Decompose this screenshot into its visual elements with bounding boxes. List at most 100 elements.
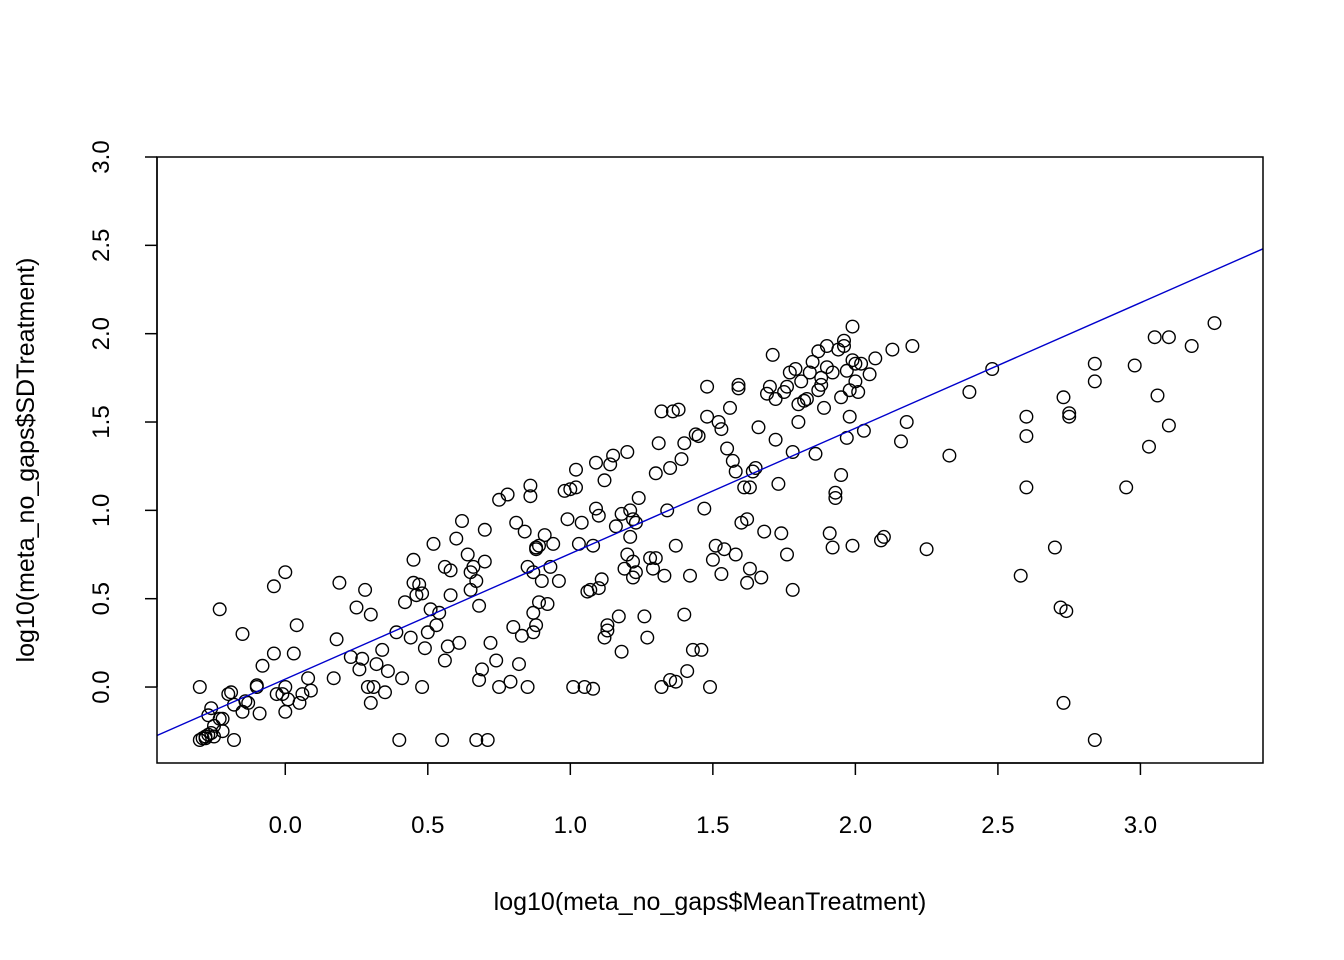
data-point (654, 680, 669, 695)
x-axis-title: log10(meta_no_gaps$MeanTreatment) (494, 888, 927, 916)
data-point (1059, 604, 1074, 619)
data-point (472, 598, 487, 613)
data-point (569, 462, 584, 477)
data-point (489, 653, 504, 668)
data-point (509, 515, 524, 530)
data-point (574, 515, 589, 530)
data-point (517, 524, 532, 539)
data-point (668, 674, 683, 689)
data-point (192, 680, 207, 695)
data-point (839, 363, 854, 378)
data-point (1056, 695, 1071, 710)
data-point (472, 673, 487, 688)
data-point (589, 501, 604, 516)
data-point (677, 436, 692, 451)
data-point (326, 671, 341, 686)
data-point (241, 695, 256, 710)
data-point (449, 531, 464, 546)
data-point (1161, 418, 1176, 433)
data-point (731, 377, 746, 392)
data-point (1161, 330, 1176, 345)
x-tick-label: 2.5 (981, 812, 1014, 839)
data-point (842, 409, 857, 424)
data-point (899, 415, 914, 430)
data-point (235, 627, 250, 642)
data-point (885, 342, 900, 357)
data-point (905, 339, 920, 354)
data-point (278, 565, 293, 580)
data-point (788, 362, 803, 377)
data-point (834, 468, 849, 483)
data-point (742, 480, 757, 495)
y-tick-label: 1.5 (88, 405, 115, 438)
data-point (500, 487, 515, 502)
data-point (854, 356, 869, 371)
data-point (825, 365, 840, 380)
x-tick-label: 0.5 (411, 812, 444, 839)
data-point (435, 733, 450, 748)
data-point (685, 642, 700, 657)
data-point (398, 595, 413, 610)
data-point (623, 503, 638, 518)
data-point (577, 680, 592, 695)
data-point (566, 680, 581, 695)
data-point (352, 662, 367, 677)
data-point (426, 536, 441, 551)
data-point (1119, 480, 1134, 495)
data-point (648, 466, 663, 481)
data-point (1013, 568, 1028, 583)
data-point (814, 370, 829, 385)
data-point (212, 602, 227, 617)
data-point (523, 489, 538, 504)
x-tick-label: 1.5 (696, 812, 729, 839)
data-point (512, 657, 527, 672)
data-point (631, 491, 646, 506)
data-point (851, 385, 866, 400)
data-point (597, 473, 612, 488)
data-point (660, 503, 675, 518)
data-point (805, 354, 820, 369)
data-point (834, 390, 849, 405)
data-point (546, 536, 561, 551)
data-point (1184, 339, 1199, 354)
data-point (862, 367, 877, 382)
data-point (412, 577, 427, 592)
data-point (737, 480, 752, 495)
data-point (848, 356, 863, 371)
data-point (1019, 480, 1034, 495)
data-point (1147, 330, 1162, 345)
data-point (378, 685, 393, 700)
data-point (742, 561, 757, 576)
data-point (226, 733, 241, 748)
data-point (534, 574, 549, 589)
x-tick-label: 0.0 (269, 812, 302, 839)
data-point (828, 491, 843, 506)
data-point (797, 393, 812, 408)
data-point (392, 733, 407, 748)
y-tick-label: 0.0 (88, 670, 115, 703)
data-point (828, 485, 843, 500)
data-point (794, 374, 809, 389)
y-tick-label: 2.0 (88, 317, 115, 350)
data-point (822, 526, 837, 541)
data-point (591, 508, 606, 523)
data-point (477, 522, 492, 537)
data-point (708, 538, 723, 553)
data-point (703, 680, 718, 695)
data-point (417, 641, 432, 656)
data-point (663, 461, 678, 476)
x-tick-label: 3.0 (1124, 812, 1157, 839)
data-point (611, 609, 626, 624)
x-tick-label: 1.0 (554, 812, 587, 839)
data-point (215, 724, 230, 739)
data-point (437, 653, 452, 668)
y-axis-title: log10(meta_no_gaps$SDTreatment) (12, 258, 40, 663)
data-point (1019, 429, 1034, 444)
data-point (640, 630, 655, 645)
data-point (894, 434, 909, 449)
data-point (717, 542, 732, 557)
data-point (520, 680, 535, 695)
data-point (771, 476, 786, 491)
data-point (985, 362, 1000, 377)
